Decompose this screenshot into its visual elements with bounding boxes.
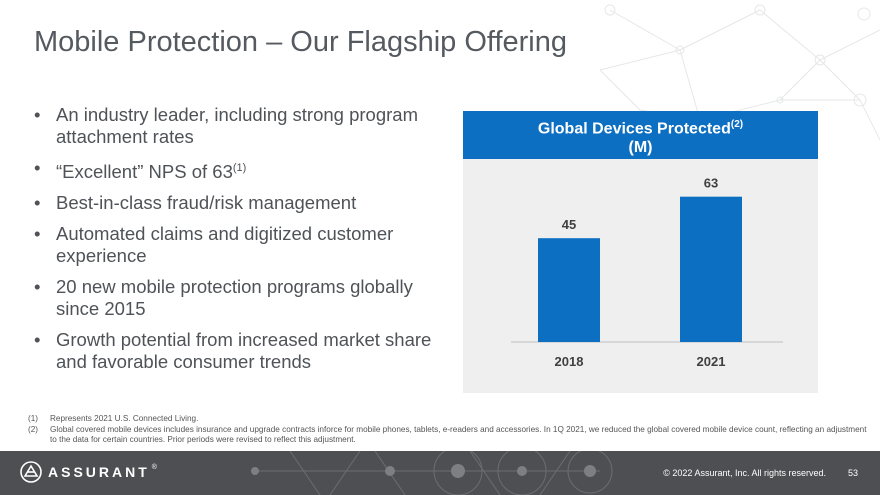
footer-bar: ASSURANT ® © 2022 Assurant, Inc. All rig… — [0, 451, 880, 495]
bullet-glyph: • — [34, 223, 41, 245]
data-label-2021: 63 — [704, 176, 718, 191]
bullet-item: • Best-in-class fraud/risk management — [34, 192, 434, 214]
bullet-list: • An industry leader, including strong pr… — [34, 104, 434, 382]
bullet-text: “Excellent” NPS of 63 — [56, 161, 233, 183]
footnotes: (1) Represents 2021 U.S. Connected Living… — [28, 414, 868, 446]
chart-title: Global Devices Protected — [537, 120, 731, 138]
footnote-number: (1) — [28, 414, 39, 423]
bullet-text: An industry leader, including strong pro… — [56, 104, 418, 147]
bullet-item: • Growth potential from increased market … — [34, 329, 434, 373]
bullet-text: 20 new mobile protection programs global… — [56, 276, 413, 320]
footnote-number: (2) — [28, 424, 39, 434]
assurant-logo: ASSURANT ® — [20, 461, 157, 483]
x-tick-label-2021: 2021 — [697, 354, 726, 369]
chart-subtitle: (M) — [628, 139, 653, 157]
x-tick-label-2018: 2018 — [555, 354, 584, 369]
bullet-text: Automated claims and digitized customer … — [56, 223, 394, 267]
bullet-glyph: • — [34, 192, 41, 214]
data-label-2018: 45 — [562, 217, 576, 232]
bullet-glyph: • — [34, 276, 41, 298]
bar-chart: 45 2018 63 2021 — [511, 176, 783, 369]
footnote-1: (1) Represents 2021 U.S. Connected Living… — [28, 414, 868, 425]
chart-panel: Global Devices Protected(2) (M) 45 2018 63… — [463, 111, 818, 393]
bar-2021 — [680, 196, 742, 342]
page-number: 53 — [847, 468, 858, 478]
logo-text: ASSURANT — [48, 464, 150, 480]
bullet-footnote-ref: (1) — [232, 162, 247, 174]
bullet-text: Growth potential from increased market s… — [56, 329, 432, 373]
chart-header: Global Devices Protected(2) (M) — [463, 111, 818, 159]
footnote-text: Represents 2021 U.S. Connected Living. — [50, 414, 199, 423]
bullet-item: • Automated claims and digitized customer… — [34, 223, 434, 267]
logo-registered-mark: ® — [151, 463, 157, 471]
page-title: Mobile Protection – Our Flagship Offerin… — [34, 26, 568, 58]
bullet-item: • “Excellent” NPS of 63(1) — [34, 157, 434, 183]
bullet-glyph: • — [34, 157, 41, 178]
bullet-glyph: • — [34, 104, 41, 125]
bullet-glyph: • — [34, 329, 41, 351]
chart-title-footnote-ref: (2) — [730, 119, 744, 130]
bar-2018 — [538, 238, 600, 342]
bullet-item: • An industry leader, including strong pr… — [34, 104, 434, 148]
assurant-logo-icon — [20, 461, 42, 483]
footnote-2: (2) Global covered mobile devices include… — [28, 425, 868, 446]
copyright-text: © 2022 Assurant, Inc. All rights reserve… — [663, 468, 826, 478]
bullet-text: Best-in-class fraud/risk management — [56, 192, 357, 214]
bullet-item: • 20 new mobile protection programs globa… — [34, 276, 434, 320]
footnote-text: Global covered mobile devices includes i… — [50, 424, 867, 445]
